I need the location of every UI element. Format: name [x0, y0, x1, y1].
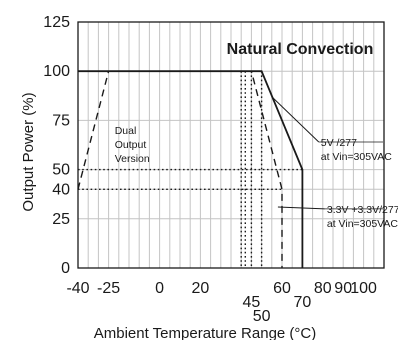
x-tick-label: 0 — [155, 280, 164, 297]
annotations: Dual Output Version 5V /277 at Vin=305VAC 3.3… — [115, 125, 398, 230]
x-tick-label: 20 — [192, 280, 210, 297]
annotation-text: Dual — [115, 125, 137, 137]
y-tick-label: 50 — [52, 162, 70, 179]
y-axis-title: Output Power (%) — [20, 92, 37, 211]
x-tick-label: 80 — [314, 280, 332, 297]
x-tick-label: 60 — [273, 280, 291, 297]
series-line-dashed — [77, 71, 110, 190]
x-tick-label: -40 — [66, 280, 89, 297]
x-axis-title: Ambient Temperature Range (°C) — [94, 325, 317, 340]
y-tick-label: 75 — [52, 112, 70, 129]
annotation-text: 3.3V +3.3V/277 — [327, 204, 398, 216]
y-tick-label: 100 — [43, 63, 70, 80]
y-tick-label: 0 — [61, 260, 70, 277]
x-tick-label: 45 — [243, 294, 261, 311]
series-lines — [77, 70, 304, 268]
x-tick-label: 70 — [294, 294, 312, 311]
annotation-text: 5V /277 — [321, 137, 357, 149]
x-tick-label: -25 — [97, 280, 120, 297]
annotation-arrow — [277, 206, 325, 210]
annotation-text: Version — [115, 153, 150, 165]
legend-box-label: Natural Convection — [227, 41, 374, 58]
y-tick-label: 25 — [52, 211, 70, 228]
y-tick-label: 40 — [52, 181, 70, 198]
annotation-text: at Vin=305VAC — [321, 151, 393, 163]
annotation-text: Output — [115, 139, 147, 151]
annotation-arrow — [271, 96, 320, 143]
x-tick-label: 90 — [334, 280, 352, 297]
series-line-dashed — [78, 70, 283, 268]
annotation-text: at Vin=305VAC — [327, 218, 398, 230]
x-tick-label: 50 — [253, 308, 271, 325]
annotation-arrows — [271, 96, 383, 210]
y-tick-label: 125 — [43, 14, 70, 31]
plot-frame — [77, 21, 385, 269]
x-tick-label: 100 — [350, 280, 377, 297]
y-tick-labels: 0 25 40 50 75 100 125 — [43, 14, 70, 277]
series-line-solid — [78, 70, 304, 268]
